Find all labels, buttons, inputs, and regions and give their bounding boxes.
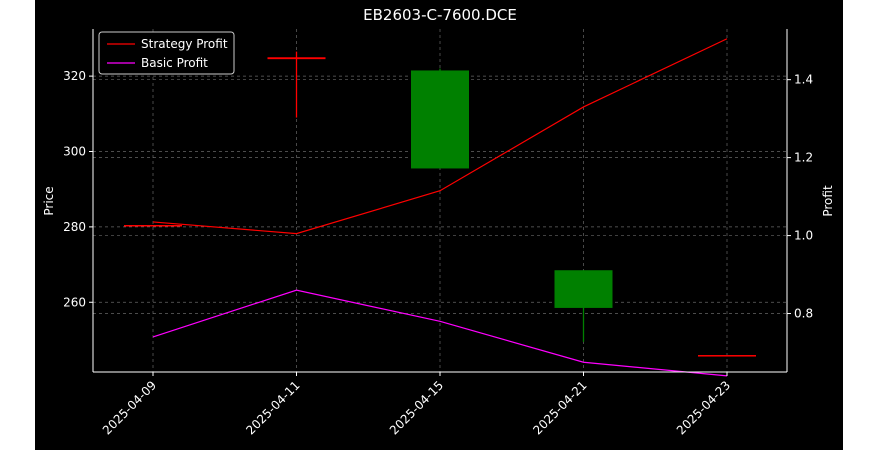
basic-profit-line [152,289,728,377]
y-left-tick-label: 300 [63,145,86,159]
y-axis-label-left: Price [42,186,56,215]
candle-body [267,57,326,60]
candle-body [124,225,182,227]
strategy-profit-line [152,38,728,235]
y-right-tick-label: 1.4 [794,73,813,87]
x-axis-ticks: 2025-04-09 2025-04-11 2025-04-15 2025-04-21… [100,372,733,437]
candles [124,51,756,357]
chart-container: EB2603-C-7600.DCE 260 280 300 320 0.8 1.0 1.2… [35,0,843,450]
y-axis-label-right: Profit [821,185,835,217]
legend-label-strategy-profit: Strategy Profit [141,37,228,51]
x-tick-label: 2025-04-15 [387,378,446,437]
legend: Strategy Profit Basic Profit [98,31,235,75]
x-tick-label: 2025-04-23 [674,378,733,437]
profit-lines [152,38,728,377]
y-left-tick-label: 280 [63,220,86,234]
chart-title: EB2603-C-7600.DCE [363,6,517,24]
y-left-tick-label: 260 [63,295,86,309]
legend-label-basic-profit: Basic Profit [141,56,208,70]
x-tick-label: 2025-04-21 [530,378,589,437]
candle-body [698,355,756,357]
y-right-tick-label: 1.2 [794,151,813,165]
y-right-tick-label: 1.0 [794,229,813,243]
y-left-tick-label: 320 [63,69,86,83]
x-tick-label: 2025-04-09 [100,378,159,437]
x-tick-label: 2025-04-11 [243,378,302,437]
y-right-tick-label: 0.8 [794,307,813,321]
chart-svg: EB2603-C-7600.DCE 260 280 300 320 0.8 1.0 1.2… [42,6,835,437]
candle-body [554,270,613,308]
left-axis-ticks: 260 280 300 320 [63,69,93,309]
candle-body [411,70,469,169]
right-axis-ticks: 0.8 1.0 1.2 1.4 [787,73,813,321]
